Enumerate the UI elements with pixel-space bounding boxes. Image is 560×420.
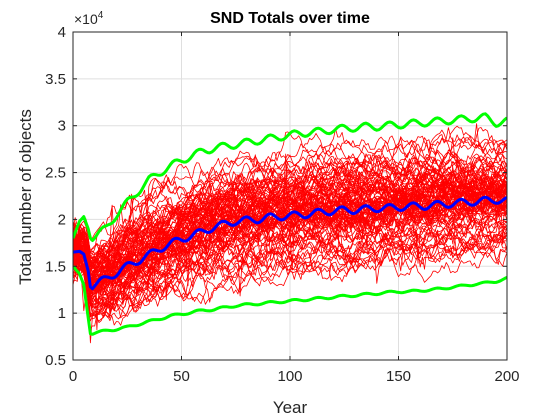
chart-title: SND Totals over time	[210, 10, 370, 27]
x-axis-label: Year	[273, 398, 308, 417]
y-exponent-label: ×104	[74, 10, 104, 27]
monte-carlo-run-line	[73, 228, 507, 329]
monte-carlo-run-line	[73, 172, 507, 286]
monte-carlo-run-line	[73, 177, 507, 276]
monte-carlo-run-line	[73, 164, 507, 286]
y-tick-label: 0.5	[45, 352, 66, 369]
summary-series	[73, 112, 507, 336]
lower-bound-series-line	[73, 265, 507, 336]
x-tick-label: 100	[277, 368, 302, 385]
monte-carlo-run-line	[73, 201, 507, 312]
monte-carlo-run-line	[73, 156, 507, 261]
y-tick-label: 4	[58, 24, 66, 41]
monte-carlo-run-line	[73, 248, 507, 326]
x-tick-label: 50	[173, 368, 190, 385]
monte-carlo-run-line	[73, 174, 507, 285]
monte-carlo-run-line	[73, 136, 507, 269]
x-tick-label: 0	[69, 368, 77, 385]
monte-carlo-run-line	[73, 153, 507, 274]
monte-carlo-run-line	[73, 233, 507, 320]
monte-carlo-run-line	[73, 123, 507, 241]
y-tick-label: 1	[58, 305, 66, 322]
monte-carlo-run-line	[73, 207, 507, 309]
monte-carlo-run-line	[73, 166, 507, 293]
mean-series-line	[73, 195, 507, 291]
y-tick-label: 2	[58, 211, 66, 228]
y-tick-label: 1.5	[45, 258, 66, 275]
y-tick-label: 3	[58, 118, 66, 135]
y-tick-label: 3.5	[45, 71, 66, 88]
upper-bound-series-line	[73, 112, 507, 242]
monte-carlo-run-line	[73, 135, 507, 268]
monte-carlo-run-line	[73, 158, 507, 260]
monte-carlo-run-line	[73, 219, 507, 309]
y-tick-label: 2.5	[45, 165, 66, 182]
monte-carlo-run-line	[73, 238, 507, 344]
y-axis-label: Total number of objects	[16, 109, 35, 285]
x-tick-label: 200	[494, 368, 519, 385]
x-tick-label: 150	[386, 368, 411, 385]
monte-carlo-run-line	[73, 234, 507, 322]
axis-ticks: 0 50 100 150 200 0.5 1 1.5 2 2.5 3 3.5 4	[45, 24, 519, 385]
monte-carlo-run-line	[73, 162, 507, 272]
